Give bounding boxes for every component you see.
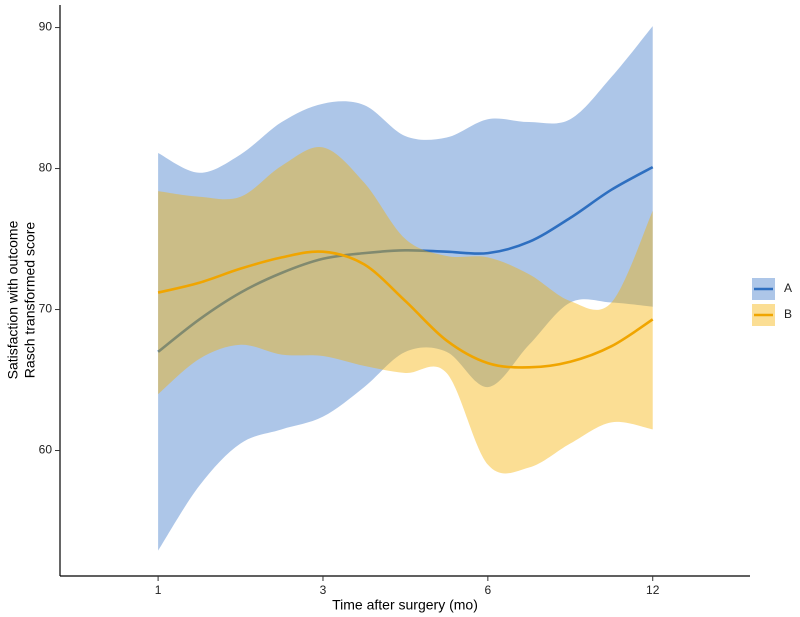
x-tick-label: 1 (155, 583, 162, 597)
y-tick-label: 60 (39, 443, 53, 457)
y-axis-title: Satisfaction with outcome (5, 220, 21, 379)
x-tick-label: 12 (646, 583, 660, 597)
y-tick-label: 80 (39, 161, 53, 175)
confidence-band (158, 26, 653, 551)
x-axis-title: Time after surgery (mo) (332, 597, 478, 613)
x-tick-label: 6 (485, 583, 492, 597)
series-line (157, 250, 654, 369)
x-tick-label: 3 (320, 583, 327, 597)
y-tick-label: 90 (39, 20, 53, 34)
y-tick-label: 70 (39, 302, 53, 316)
y-axis-title: Rasch transformed score (22, 222, 38, 379)
legend-label: A (784, 281, 792, 295)
confidence-band (158, 147, 653, 474)
legend-label: B (784, 307, 792, 321)
series-line (157, 165, 654, 353)
